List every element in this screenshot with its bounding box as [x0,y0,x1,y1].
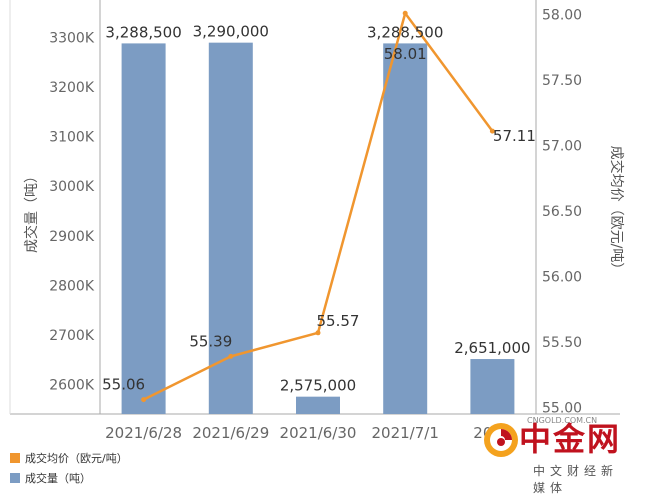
y-right-tick-label: 56.00 [542,269,582,285]
y-right-tick-label: 57.50 [542,73,582,89]
watermark-url: CNGOLD.COM.CN [527,416,598,425]
y-left-tick-label: 3000K [49,179,95,195]
y-left-tick-label: 3300K [49,31,95,47]
bar [383,43,428,415]
bar-value-label: 3,288,500 [105,23,181,41]
price-point [402,10,408,16]
y-right-tick-label: 57.00 [542,139,582,155]
watermark-name: 中金网 [519,420,622,458]
watermark-subtitle: 中文财经新媒体 [533,464,619,495]
y-right-tick-label: 55.50 [542,335,582,351]
y-right-tick-label: 58.00 [542,8,582,24]
x-tick-label: 2021/6/30 [280,424,357,442]
line-value-label: 55.57 [317,312,360,330]
line-value-label: 58.01 [384,45,427,63]
y-left-axis-title: 成交量（吨） [23,169,40,253]
legend-label-price: 成交均价（欧元/吨） [25,452,128,465]
legend-swatch-price [10,453,20,463]
y-right-axis-title: 成交均价（欧元/吨） [608,146,625,277]
y-right-tick-label: 55.00 [542,400,582,416]
legend-item-volume: 成交量（吨） [10,470,91,486]
bar-value-label: 2,651,000 [454,339,530,357]
bar-value-label: 3,290,000 [193,23,269,41]
legend-item-price: 成交均价（欧元/吨） [10,450,128,466]
y-left-tick-label: 2600K [49,377,95,393]
x-tick-label: 2021/7/1 [372,424,439,442]
bar [296,396,340,414]
y-left-tick-label: 2700K [49,328,95,344]
legend-label-volume: 成交量（吨） [25,472,91,485]
y-left-tick-label: 3200K [49,80,95,96]
legend-swatch-volume [10,473,20,483]
line-value-label: 55.06 [102,376,145,394]
y-left-tick-label: 3100K [49,130,95,146]
bar-value-label: 3,288,500 [367,23,443,41]
line-value-label: 57.11 [493,127,536,145]
price-point [141,397,147,403]
price-point [315,330,321,336]
y-left-tick-label: 2800K [49,278,95,294]
bar [470,359,515,414]
line-value-label: 55.39 [189,332,232,350]
price-point [489,128,495,134]
bar-value-label: 2,575,000 [280,377,356,395]
y-left-tick-label: 2900K [49,229,95,245]
cngold-logo-icon [484,423,518,457]
price-point [228,353,234,359]
watermark: 中金网 CNGOLD.COM.CN 中文财经新媒体 [481,416,631,495]
x-tick-label: 2021/6/29 [192,424,269,442]
x-tick-label: 2021/6/28 [105,424,182,442]
bar [121,43,166,415]
y-right-tick-label: 56.50 [542,204,582,220]
